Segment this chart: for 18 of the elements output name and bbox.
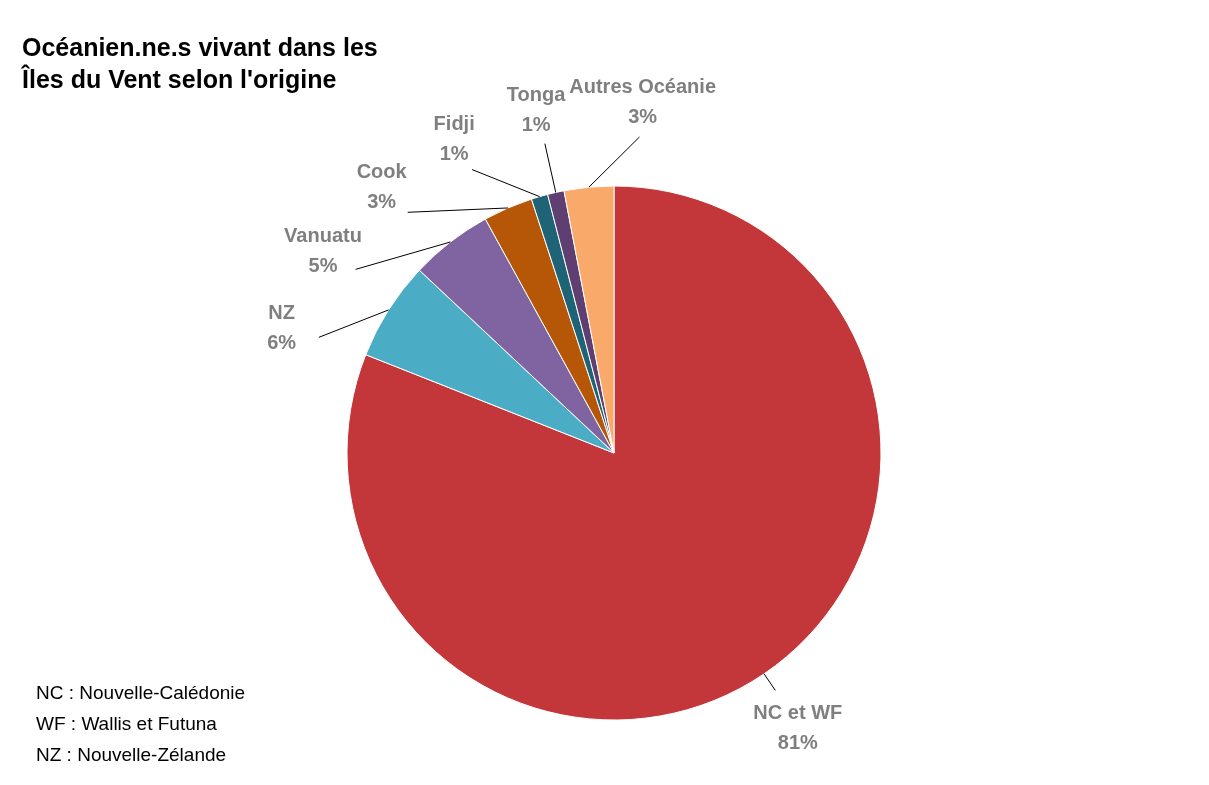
text: WF : Wallis et Futuna — [36, 713, 218, 734]
slice-label: NZ — [268, 300, 295, 323]
data-label: 3% — [628, 105, 658, 128]
data-label: 3% — [367, 189, 397, 212]
data-label: 81% — [777, 731, 819, 754]
data-label: 5% — [308, 254, 338, 277]
slice-label: Autres Océanie — [569, 75, 716, 98]
text: NZ : Nouvelle-Zélande — [36, 744, 227, 765]
slice-label: Vanuatu — [284, 224, 362, 247]
data-label: 6% — [267, 330, 297, 353]
chart-title: Océanien.ne.s vivant dans les Îles du Vent selon l'origine — [20, 33, 378, 93]
data-label: 1% — [439, 141, 469, 164]
slice-label: Tonga — [506, 82, 567, 105]
slice-label: NC et WF — [753, 701, 843, 724]
text: NC : Nouvelle-Calédonie — [36, 682, 246, 703]
slice-label: Cook — [356, 159, 408, 182]
slice-label: Fidji — [433, 111, 475, 134]
data-label: 1% — [521, 112, 551, 135]
